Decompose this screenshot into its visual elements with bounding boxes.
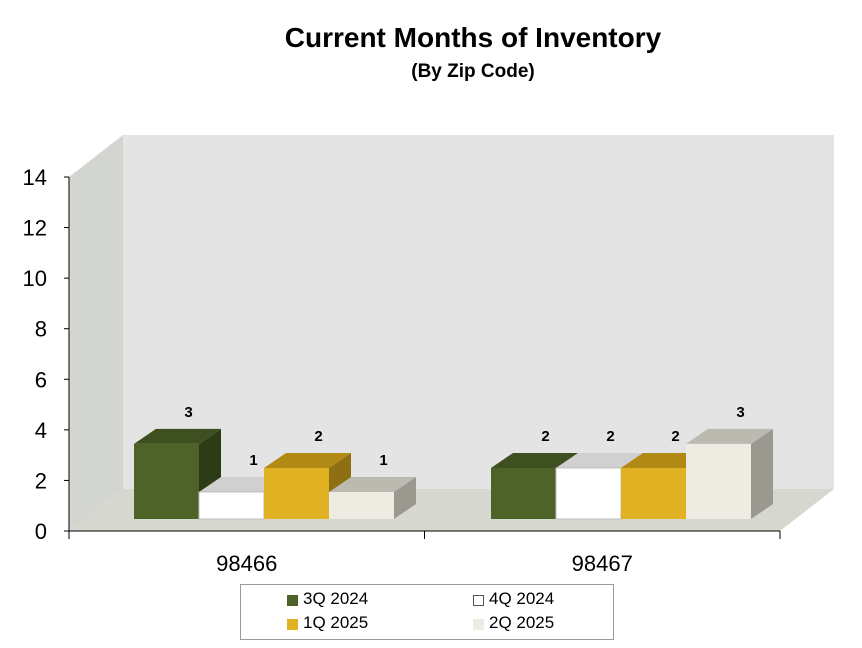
back-wall [123, 135, 834, 489]
data-label: 2 [541, 428, 549, 445]
x-tick-label: 98467 [572, 551, 633, 576]
data-label: 1 [249, 452, 257, 469]
bar [264, 467, 329, 519]
bar-top [491, 452, 578, 468]
data-label: 2 [314, 428, 322, 445]
bar [198, 491, 265, 520]
x-tick-label: 98466 [216, 551, 277, 576]
data-label: 1 [379, 452, 387, 469]
y-tick-label: 12 [23, 216, 47, 241]
bar-side [394, 476, 416, 519]
chart-subtitle: (By Zip Code) [411, 61, 535, 82]
bar-side [751, 428, 773, 519]
y-tick-label: 10 [23, 266, 47, 291]
bar-top [264, 452, 351, 468]
bar-top [134, 428, 221, 444]
legend-swatch [287, 619, 298, 630]
bar [555, 467, 622, 520]
bar-top [329, 476, 416, 492]
bar [329, 491, 394, 519]
data-label: 3 [736, 404, 744, 421]
y-tick-label: 4 [35, 418, 47, 443]
legend-swatch [473, 619, 484, 630]
chart-title: Current Months of Inventory [284, 22, 662, 53]
legend-label: 2Q 2025 [489, 613, 555, 632]
legend-label: 1Q 2025 [303, 613, 369, 632]
legend: 3Q 2024 4Q 2024 1Q 2025 2Q 2025 [240, 584, 614, 640]
y-tick-label: 0 [35, 519, 47, 544]
data-label: 3 [184, 404, 192, 421]
data-label: 2 [671, 428, 679, 445]
bar [621, 467, 686, 519]
legend-swatch [473, 595, 484, 606]
bar [686, 443, 751, 519]
side-wall [69, 135, 123, 531]
legend-label: 3Q 2024 [303, 589, 369, 608]
legend-swatch [287, 595, 298, 606]
bar-top [686, 428, 773, 444]
legend-label: 4Q 2024 [489, 589, 555, 608]
y-tick-label: 2 [35, 468, 47, 493]
bar-top [556, 452, 643, 468]
y-tick-label: 14 [23, 165, 47, 190]
y-tick-label: 8 [35, 317, 47, 342]
bar [491, 467, 556, 519]
bar [134, 443, 199, 519]
data-label: 2 [606, 428, 614, 445]
y-tick-label: 6 [35, 367, 47, 392]
